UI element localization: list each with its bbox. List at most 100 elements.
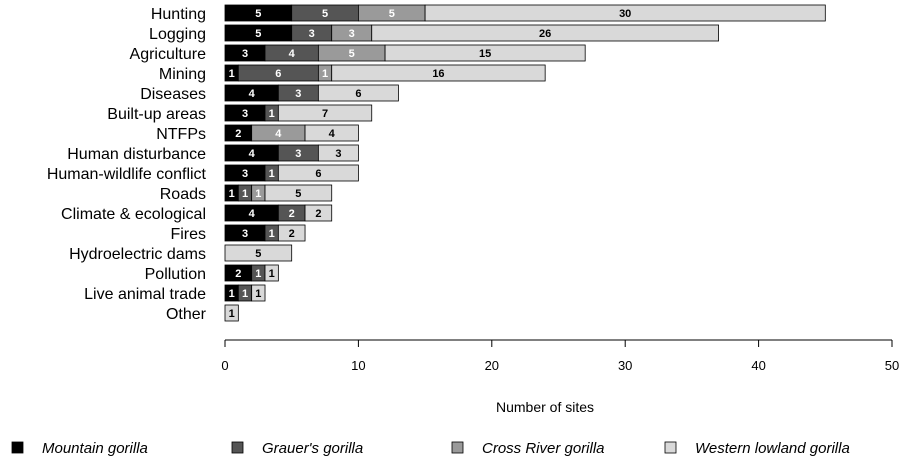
bar-segment-human-disturbance-western-lowland-gorilla bbox=[317, 144, 359, 162]
data-label-agriculture-cross-river-gorilla: 5 bbox=[349, 48, 355, 60]
data-label-pollution-grauer-s-gorilla: 1 bbox=[255, 268, 261, 280]
data-label-fires-grauer-s-gorilla: 1 bbox=[269, 228, 275, 240]
data-label-human-wildlife-conflict-western-lowland-gorilla: 6 bbox=[315, 168, 321, 180]
x-tick-label-40: 40 bbox=[751, 358, 765, 373]
data-label-logging-grauer-s-gorilla: 3 bbox=[309, 28, 315, 40]
data-label-mining-grauer-s-gorilla: 6 bbox=[275, 68, 281, 80]
data-label-other-western-lowland-gorilla: 1 bbox=[229, 308, 235, 320]
data-label-pollution-mountain-gorilla: 2 bbox=[235, 268, 241, 280]
bar-segment-roads-western-lowland-gorilla bbox=[264, 184, 333, 202]
data-label-hydroelectric-dams-western-lowland-gorilla: 5 bbox=[255, 248, 261, 260]
data-label-hunting-grauer-s-gorilla: 5 bbox=[322, 8, 328, 20]
category-label-pollution: Pollution bbox=[145, 266, 206, 283]
data-label-roads-western-lowland-gorilla: 5 bbox=[295, 188, 301, 200]
data-label-fires-western-lowland-gorilla: 2 bbox=[289, 228, 295, 240]
category-label-live-animal-trade: Live animal trade bbox=[84, 286, 206, 303]
category-label-other: Other bbox=[166, 306, 207, 323]
data-label-hunting-cross-river-gorilla: 5 bbox=[389, 8, 395, 20]
data-label-roads-grauer-s-gorilla: 1 bbox=[242, 188, 248, 200]
category-label-climate-ecological: Climate & ecological bbox=[61, 206, 206, 223]
data-label-agriculture-grauer-s-gorilla: 4 bbox=[289, 48, 296, 60]
bar-segment-logging-western-lowland-gorilla bbox=[371, 24, 719, 42]
category-label-hydroelectric-dams: Hydroelectric dams bbox=[69, 246, 206, 263]
bar-segment-ntfps-western-lowland-gorilla bbox=[304, 124, 359, 142]
data-label-fires-mountain-gorilla: 3 bbox=[242, 228, 248, 240]
legend-swatch-cross-river-gorilla bbox=[451, 441, 464, 454]
x-tick-label-10: 10 bbox=[351, 358, 365, 373]
data-label-built-up-areas-western-lowland-gorilla: 7 bbox=[322, 108, 328, 120]
stacked-bars: 5 5 5 305 3 3 263 4 5 151 6 1 164 3 63 1 72 4 44 3 33 1 61 1 1 54… bbox=[224, 4, 826, 322]
bar-segment-hydroelectric-dams-western-lowland-gorilla bbox=[224, 244, 293, 262]
data-label-human-disturbance-western-lowland-gorilla: 3 bbox=[335, 148, 341, 160]
bar-segment-live-animal-trade-western-lowland-gorilla bbox=[251, 284, 266, 302]
x-tick-label-30: 30 bbox=[618, 358, 632, 373]
data-label-roads-cross-river-gorilla: 1 bbox=[255, 188, 261, 200]
data-label-climate-ecological-mountain-gorilla: 4 bbox=[249, 208, 256, 220]
bar-segment-human-wildlife-conflict-western-lowland-gorilla bbox=[277, 164, 359, 182]
category-label-ntfps: NTFPs bbox=[156, 126, 206, 143]
data-label-logging-cross-river-gorilla: 3 bbox=[349, 28, 355, 40]
data-label-climate-ecological-grauer-s-gorilla: 2 bbox=[289, 208, 295, 220]
data-label-mining-cross-river-gorilla: 1 bbox=[322, 68, 328, 80]
bar-segment-agriculture-western-lowland-gorilla bbox=[384, 44, 586, 62]
legend-swatch-mountain-gorilla bbox=[11, 441, 24, 454]
category-label-roads: Roads bbox=[160, 186, 206, 203]
bar-segment-other-western-lowland-gorilla bbox=[224, 304, 239, 322]
data-label-logging-western-lowland-gorilla: 26 bbox=[539, 28, 551, 40]
legend: Mountain gorilla Grauer's gorilla Cross Ri… bbox=[11, 440, 850, 457]
bar-segment-built-up-areas-western-lowland-gorilla bbox=[277, 104, 373, 122]
legend-swatch-western-lowland-gorilla bbox=[664, 441, 677, 454]
data-label-agriculture-western-lowland-gorilla: 15 bbox=[479, 48, 491, 60]
bar-segment-mining-western-lowland-gorilla bbox=[331, 64, 546, 82]
data-label-live-animal-trade-mountain-gorilla: 1 bbox=[229, 288, 235, 300]
category-label-agriculture: Agriculture bbox=[130, 46, 207, 63]
legend-label-cross-river-gorilla: Cross River gorilla bbox=[482, 440, 605, 457]
category-label-human-disturbance: Human disturbance bbox=[67, 146, 206, 163]
x-tick-label-20: 20 bbox=[485, 358, 499, 373]
bar-segment-pollution-western-lowland-gorilla bbox=[264, 264, 279, 282]
x-axis: 0 10 20 30 40 50 bbox=[221, 339, 899, 373]
data-label-human-disturbance-grauer-s-gorilla: 3 bbox=[295, 148, 301, 160]
data-label-roads-mountain-gorilla: 1 bbox=[229, 188, 235, 200]
data-label-mining-mountain-gorilla: 1 bbox=[229, 68, 235, 80]
bar-segment-climate-ecological-western-lowland-gorilla bbox=[304, 204, 333, 222]
data-label-hunting-western-lowland-gorilla: 30 bbox=[619, 8, 631, 20]
category-label-fires: Fires bbox=[170, 226, 206, 243]
category-label-human-wildlife-conflict: Human-wildlife conflict bbox=[47, 166, 207, 183]
data-label-human-disturbance-mountain-gorilla: 4 bbox=[249, 148, 256, 160]
data-label-ntfps-western-lowland-gorilla: 4 bbox=[329, 128, 336, 140]
data-label-ntfps-mountain-gorilla: 2 bbox=[235, 128, 241, 140]
data-label-logging-mountain-gorilla: 5 bbox=[255, 28, 261, 40]
bar-segment-fires-western-lowland-gorilla bbox=[277, 224, 306, 242]
category-label-built-up-areas: Built-up areas bbox=[107, 106, 206, 123]
data-label-diseases-grauer-s-gorilla: 3 bbox=[295, 88, 301, 100]
data-label-human-wildlife-conflict-mountain-gorilla: 3 bbox=[242, 168, 248, 180]
category-label-diseases: Diseases bbox=[140, 86, 206, 103]
data-label-ntfps-cross-river-gorilla: 4 bbox=[275, 128, 282, 140]
x-tick-label-0: 0 bbox=[221, 358, 228, 373]
bar-segment-diseases-western-lowland-gorilla bbox=[317, 84, 399, 102]
data-label-climate-ecological-western-lowland-gorilla: 2 bbox=[315, 208, 321, 220]
legend-label-grauer-s-gorilla: Grauer's gorilla bbox=[262, 440, 363, 457]
data-label-diseases-mountain-gorilla: 4 bbox=[249, 88, 256, 100]
data-label-live-animal-trade-western-lowland-gorilla: 1 bbox=[255, 288, 261, 300]
category-labels: Hunting Logging Agriculture Mining Diseases B… bbox=[47, 6, 207, 323]
data-label-mining-western-lowland-gorilla: 16 bbox=[432, 68, 444, 80]
legend-swatch-grauer-s-gorilla bbox=[231, 441, 244, 454]
data-label-diseases-western-lowland-gorilla: 6 bbox=[355, 88, 361, 100]
data-label-hunting-mountain-gorilla: 5 bbox=[255, 8, 261, 20]
legend-label-mountain-gorilla: Mountain gorilla bbox=[42, 440, 148, 457]
category-label-mining: Mining bbox=[159, 66, 206, 83]
data-label-built-up-areas-mountain-gorilla: 3 bbox=[242, 108, 248, 120]
data-label-agriculture-mountain-gorilla: 3 bbox=[242, 48, 248, 60]
category-label-hunting: Hunting bbox=[151, 6, 206, 23]
bar-segment-hunting-western-lowland-gorilla bbox=[424, 4, 826, 22]
x-tick-label-50: 50 bbox=[885, 358, 899, 373]
data-label-live-animal-trade-grauer-s-gorilla: 1 bbox=[242, 288, 248, 300]
x-axis-title: Number of sites bbox=[496, 399, 594, 415]
data-label-pollution-western-lowland-gorilla: 1 bbox=[269, 268, 275, 280]
legend-label-western-lowland-gorilla: Western lowland gorilla bbox=[695, 440, 850, 457]
data-label-human-wildlife-conflict-grauer-s-gorilla: 1 bbox=[269, 168, 275, 180]
data-label-built-up-areas-grauer-s-gorilla: 1 bbox=[269, 108, 275, 120]
